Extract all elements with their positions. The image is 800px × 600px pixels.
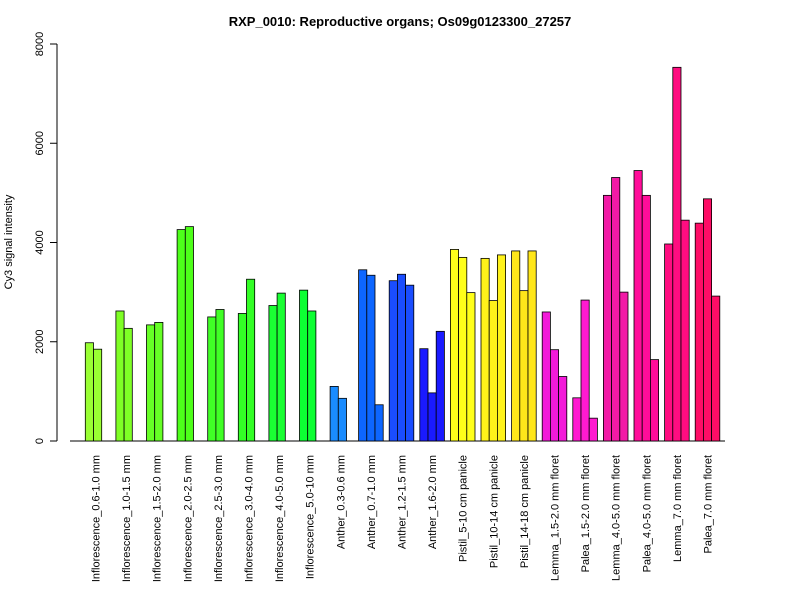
- bar: [435, 330, 445, 442]
- bar: [664, 243, 674, 442]
- x-tick-label: Pistil_14-18 cm panicle: [519, 455, 531, 568]
- bar: [558, 376, 568, 442]
- bar: [703, 198, 713, 442]
- bar: [588, 417, 598, 442]
- y-axis: 0 2000 4000 6000 8000: [34, 32, 58, 444]
- bar: [466, 292, 476, 442]
- x-tick-label: Palea_7.0 mm floret: [703, 455, 715, 553]
- bar: [84, 342, 94, 442]
- bar: [329, 386, 339, 442]
- bar: [154, 321, 164, 442]
- x-tick-label: Anther_0.3-0.6 mm: [335, 455, 347, 549]
- bar: [123, 327, 133, 442]
- bars-group: [84, 66, 721, 442]
- bar: [374, 404, 384, 442]
- x-tick-label: Inflorescence_1.5-2.0 mm: [152, 455, 164, 582]
- x-tick-label: Anther_0.7-1.0 mm: [366, 455, 378, 549]
- bar: [572, 397, 582, 442]
- x-tick-label: Inflorescence_2.0-2.5 mm: [182, 455, 194, 582]
- bar: [488, 300, 498, 442]
- x-tick-label: Inflorescence_3.0-4.0 mm: [244, 455, 256, 582]
- bar: [611, 177, 621, 442]
- x-tick-label: Palea_4.0-5.0 mm floret: [641, 455, 653, 572]
- x-tick-label: Inflorescence_2.5-3.0 mm: [213, 455, 225, 582]
- x-tick-label: Palea_1.5-2.0 mm floret: [580, 455, 592, 572]
- bar: [458, 256, 468, 442]
- bar: [268, 305, 278, 442]
- x-tick-label: Inflorescence_4.0-5.0 mm: [274, 455, 286, 582]
- bar: [307, 310, 317, 442]
- x-tick-labels: Inflorescence_0.6-1.0 mm Inflorescence_1.…: [91, 455, 715, 582]
- y-tick-label: 2000: [34, 330, 46, 354]
- bar: [680, 219, 690, 442]
- bar: [115, 310, 125, 442]
- bar: [541, 311, 551, 442]
- x-tick-label: Lemma_7.0 mm floret: [672, 455, 684, 562]
- bar: [419, 348, 429, 442]
- bar: [427, 392, 437, 442]
- x-tick-label: Anther_1.6-2.0 mm: [427, 455, 439, 549]
- bar: [405, 284, 415, 442]
- bar: [650, 359, 660, 442]
- bar: [366, 274, 376, 442]
- bar: [358, 269, 368, 442]
- x-tick-label: Lemma_1.5-2.0 mm floret: [550, 455, 562, 581]
- y-tick-label: 0: [34, 438, 46, 444]
- bar: [527, 250, 537, 442]
- bar: [337, 397, 347, 442]
- x-tick-label: Anther_1.2-1.5 mm: [397, 455, 409, 549]
- bar: [246, 278, 256, 442]
- bar: [480, 257, 490, 442]
- bar: [276, 292, 286, 442]
- bar: [396, 273, 406, 442]
- x-tick-label: Inflorescence_1.0-1.5 mm: [121, 455, 133, 582]
- y-tick-label: 6000: [34, 131, 46, 155]
- bar: [237, 313, 247, 442]
- bar: [449, 249, 459, 442]
- y-tick-label: 4000: [34, 230, 46, 254]
- bar: [176, 229, 186, 442]
- x-tick-label: Inflorescence_5.0-10 mm: [305, 455, 317, 579]
- y-tick-label: 8000: [34, 32, 46, 56]
- bar: [146, 324, 156, 442]
- bar: [388, 280, 398, 442]
- bar: [519, 290, 529, 442]
- chart-title: RXP_0010: Reproductive organs; Os09g0123…: [229, 14, 572, 29]
- bar: [603, 194, 613, 442]
- bar: [550, 349, 560, 442]
- bar: [641, 194, 651, 442]
- bar: [619, 291, 629, 442]
- bar: [633, 170, 643, 442]
- bar: [580, 299, 590, 442]
- bar: [672, 66, 682, 442]
- x-tick-label: Pistil_10-14 cm panicle: [488, 455, 500, 568]
- bar: [694, 222, 704, 442]
- x-tick-label: Lemma_4.0-5.0 mm floret: [611, 455, 623, 581]
- x-tick-label: Pistil_5-10 cm panicle: [458, 455, 470, 562]
- y-axis-label: Cy3 signal intensity: [3, 194, 15, 289]
- x-tick-label: Inflorescence_0.6-1.0 mm: [91, 455, 103, 582]
- bar: [184, 226, 194, 442]
- bar: [215, 309, 225, 442]
- bar: [511, 250, 521, 442]
- bar: [496, 254, 506, 442]
- bar: [299, 289, 309, 442]
- bar: [711, 295, 721, 442]
- bar: [207, 316, 217, 442]
- bar: [93, 348, 103, 442]
